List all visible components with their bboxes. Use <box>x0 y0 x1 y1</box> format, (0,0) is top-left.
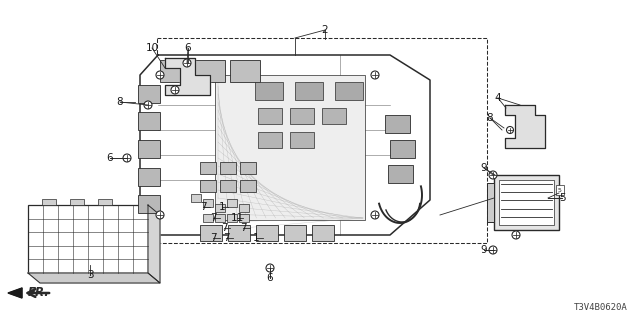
Bar <box>258 108 282 124</box>
Bar <box>499 180 554 225</box>
Bar <box>256 225 278 241</box>
Polygon shape <box>148 205 160 283</box>
Bar <box>98 199 112 205</box>
Text: 6: 6 <box>107 153 113 163</box>
Text: 1: 1 <box>253 233 259 243</box>
Circle shape <box>123 154 131 162</box>
Text: FR.: FR. <box>28 286 50 300</box>
Bar <box>228 225 250 241</box>
Circle shape <box>156 211 164 219</box>
Text: 10: 10 <box>145 43 159 53</box>
Text: 7: 7 <box>221 223 227 233</box>
Bar <box>28 205 148 273</box>
Text: 4: 4 <box>495 93 501 103</box>
Text: 7: 7 <box>240 223 246 233</box>
Circle shape <box>183 59 191 67</box>
Polygon shape <box>505 105 545 148</box>
Circle shape <box>171 86 179 94</box>
Bar <box>494 175 559 230</box>
Bar <box>388 165 413 183</box>
Circle shape <box>371 211 379 219</box>
Circle shape <box>371 71 379 79</box>
Bar <box>385 115 410 133</box>
Bar <box>284 225 306 241</box>
Bar <box>487 183 494 222</box>
Bar <box>220 180 236 192</box>
Text: 7: 7 <box>200 202 206 212</box>
Bar <box>215 75 365 220</box>
Bar <box>227 214 237 222</box>
Bar <box>240 180 256 192</box>
Bar <box>138 195 160 213</box>
Text: 9: 9 <box>481 163 487 173</box>
Text: 11: 11 <box>230 213 244 223</box>
Bar <box>138 168 160 186</box>
Bar <box>227 199 237 207</box>
Text: 6: 6 <box>267 273 273 283</box>
Bar <box>138 140 160 158</box>
Bar <box>200 180 216 192</box>
Circle shape <box>144 101 152 109</box>
Bar <box>290 108 314 124</box>
Bar <box>138 85 160 103</box>
Bar <box>322 108 346 124</box>
Bar <box>203 199 213 207</box>
Bar <box>255 82 283 100</box>
Bar <box>203 214 213 222</box>
Text: 7: 7 <box>210 213 216 223</box>
Bar <box>239 214 249 222</box>
Polygon shape <box>28 273 160 283</box>
Text: 5: 5 <box>558 188 562 193</box>
Bar <box>70 199 84 205</box>
Bar <box>42 199 56 205</box>
Bar <box>556 185 564 195</box>
Bar <box>191 194 201 202</box>
Polygon shape <box>165 58 210 95</box>
Bar <box>239 204 249 212</box>
Bar <box>258 132 282 148</box>
Bar <box>138 112 160 130</box>
Circle shape <box>506 126 513 133</box>
Polygon shape <box>140 55 430 235</box>
Bar <box>335 82 363 100</box>
Circle shape <box>156 71 164 79</box>
Polygon shape <box>8 288 22 298</box>
Text: 1: 1 <box>219 202 225 212</box>
Bar <box>160 60 190 82</box>
Text: 8: 8 <box>486 113 493 123</box>
Text: T3V4B0620A: T3V4B0620A <box>574 303 628 312</box>
Text: 8: 8 <box>116 97 124 107</box>
Text: 7: 7 <box>210 233 216 243</box>
Text: 5: 5 <box>559 193 565 203</box>
Bar <box>157 38 487 243</box>
Text: 3: 3 <box>86 270 93 280</box>
Circle shape <box>489 171 497 179</box>
Bar <box>295 82 323 100</box>
Bar <box>215 214 225 222</box>
Bar <box>200 162 216 174</box>
Bar <box>200 225 222 241</box>
Bar <box>220 162 236 174</box>
Bar <box>215 204 225 212</box>
Text: 6: 6 <box>185 43 191 53</box>
Bar <box>230 60 260 82</box>
Bar <box>290 132 314 148</box>
Bar <box>312 225 334 241</box>
Circle shape <box>266 264 274 272</box>
Text: 7: 7 <box>223 233 229 243</box>
Text: 9: 9 <box>481 245 487 255</box>
Bar <box>390 140 415 158</box>
Bar <box>240 162 256 174</box>
Text: 2: 2 <box>322 25 328 35</box>
Circle shape <box>489 246 497 254</box>
Circle shape <box>512 231 520 239</box>
Bar <box>195 60 225 82</box>
